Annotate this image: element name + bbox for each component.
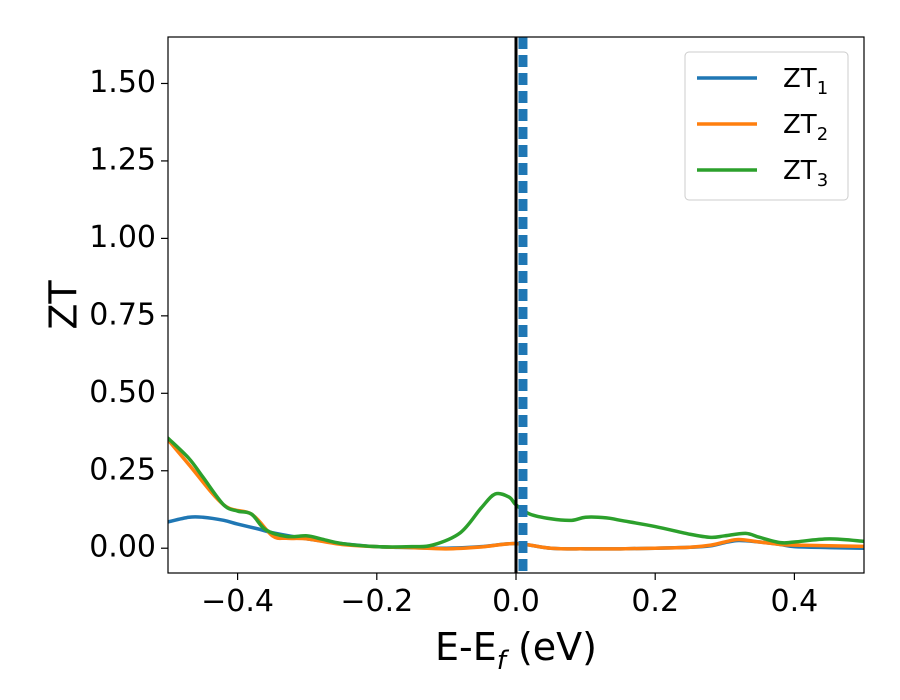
x-tick-label: −0.2 [340,584,413,619]
x-tick-label: 0.4 [771,584,819,619]
x-tick-label: 0.2 [631,584,679,619]
x-axis-title: E-Ef (eV) [435,625,597,676]
x-axis-title-unit: (eV) [506,625,597,669]
legend-entries: ZT1 ZT2 ZT3 [697,64,828,191]
legend-label-zt3: ZT3 [783,156,828,191]
legend: ZT1 ZT2 ZT3 [684,51,849,201]
plot-area [168,37,864,573]
y-tick-label: 0.00 [89,530,156,565]
y-tick-label: 1.50 [89,65,156,100]
axes: −0.4 −0.2 0.0 0.2 0.4 0.00 0.25 0.50 0.75 1.00 1.2… [89,65,818,619]
series-line-zt3 [168,436,864,549]
x-axis-title-main: E-E [435,625,497,669]
y-axis-title: ZT [42,280,86,330]
series-line-zt2 [168,438,864,551]
legend-frame [684,51,849,201]
y-tick-label: 1.25 [89,142,156,177]
x-tick-label: 0.0 [492,584,540,619]
legend-label-zt2: ZT2 [783,110,828,145]
x-tick-label: −0.4 [201,584,274,619]
y-tick-label: 0.50 [89,375,156,410]
y-tick-label: 0.75 [89,297,156,332]
y-tick-label: 1.00 [89,220,156,255]
legend-label-zt1: ZT1 [783,64,828,99]
y-tick-label: 0.25 [89,452,156,487]
